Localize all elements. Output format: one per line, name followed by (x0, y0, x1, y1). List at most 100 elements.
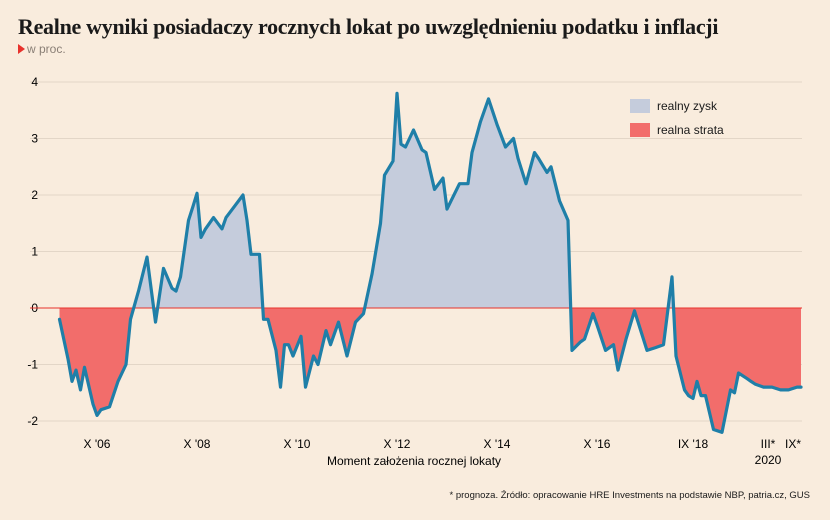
data-point (645, 349, 649, 352)
data-point (329, 343, 332, 346)
x-tick-label: IX* (785, 437, 801, 451)
data-point (524, 182, 528, 185)
data-point (729, 388, 732, 392)
data-point (66, 357, 70, 361)
data-point (420, 148, 424, 151)
data-point (79, 388, 82, 392)
data-point (274, 349, 278, 352)
data-point (129, 318, 132, 321)
data-point (579, 340, 582, 344)
data-point (99, 408, 103, 411)
data-point (212, 216, 215, 219)
data-point (154, 320, 157, 324)
x-axis-ticks: X '06 X '08 X '10 X '12 X '14 X '16 IX '18 III*… (84, 437, 802, 467)
data-point (691, 397, 695, 400)
data-point (224, 216, 228, 219)
data-point (424, 151, 428, 154)
data-point (504, 145, 507, 149)
data-point (266, 318, 270, 321)
data-point (549, 165, 553, 168)
data-point (145, 255, 149, 259)
data-point (695, 380, 699, 383)
data-point (312, 354, 315, 358)
red-triangle-icon (18, 44, 25, 54)
data-point (733, 391, 736, 394)
data-point (174, 289, 178, 293)
x-tick-label: III* (761, 437, 776, 451)
data-point (633, 309, 636, 312)
data-point (591, 312, 595, 315)
data-point (583, 337, 586, 341)
data-point (570, 349, 574, 352)
data-point (258, 253, 261, 256)
loss-swatch (630, 123, 650, 137)
legend: realny zysk realna strata (630, 94, 724, 142)
loss-area (59, 308, 801, 433)
chart-subtitle: w proc. (18, 42, 66, 56)
legend-loss-label: realna strata (657, 123, 724, 137)
data-point (324, 329, 328, 332)
data-point (354, 320, 357, 324)
subtitle-text: w proc. (27, 42, 66, 56)
data-point (279, 385, 282, 389)
data-point (412, 128, 415, 132)
gain-swatch (630, 99, 650, 113)
data-point (674, 354, 678, 358)
data-point (370, 272, 374, 276)
data-point (512, 137, 515, 140)
data-point (479, 120, 482, 123)
data-point (262, 318, 265, 321)
data-point (737, 371, 740, 375)
data-point (179, 275, 182, 279)
data-point (199, 236, 203, 239)
data-point (487, 97, 490, 101)
data-point (187, 219, 190, 222)
data-point (241, 193, 245, 197)
data-point (779, 388, 782, 392)
x-tick-label: X '16 (584, 437, 611, 451)
data-point (533, 151, 536, 154)
data-point (441, 176, 445, 180)
data-point (362, 312, 365, 315)
data-point (537, 157, 540, 160)
data-point (245, 219, 249, 222)
data-point (291, 354, 295, 358)
data-point (191, 205, 195, 208)
data-point (124, 363, 128, 366)
data-point (749, 380, 753, 383)
data-point (662, 343, 665, 346)
data-point (558, 199, 561, 202)
data-point (745, 377, 749, 380)
data-point (683, 388, 686, 392)
data-point (283, 343, 286, 346)
data-point (795, 385, 799, 389)
data-point (720, 431, 724, 434)
gain-area (59, 93, 801, 308)
data-point (604, 349, 607, 352)
y-tick-label: 1 (31, 245, 38, 259)
y-tick-label: 4 (31, 75, 38, 89)
x-tick-label: X '06 (84, 437, 111, 451)
data-point (299, 335, 303, 338)
data-point (233, 205, 236, 208)
x-tick-label: X '10 (284, 437, 311, 451)
data-point (433, 188, 436, 191)
data-point (383, 174, 386, 177)
x-year-sublabel: 2020 (755, 453, 782, 467)
y-tick-label: 2 (31, 188, 38, 202)
data-point (74, 368, 78, 372)
y-tick-label: -2 (27, 414, 38, 428)
data-point (616, 368, 620, 372)
legend-item-gain: realny zysk (630, 94, 724, 118)
data-point (704, 394, 707, 397)
data-point (220, 227, 224, 231)
x-tick-label: X '12 (384, 437, 411, 451)
data-point (762, 385, 765, 389)
data-point (770, 385, 774, 389)
data-point (287, 343, 290, 346)
data-point (162, 267, 165, 270)
data-point (304, 385, 307, 389)
data-point (345, 354, 349, 358)
